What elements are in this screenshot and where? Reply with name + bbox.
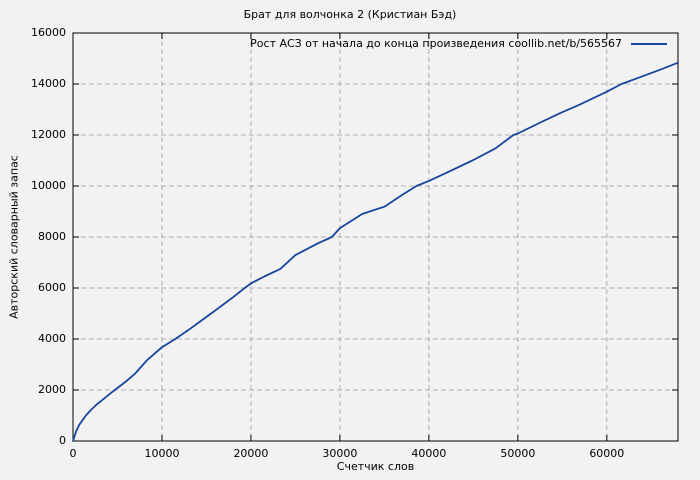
x-tick-label: 50000 xyxy=(500,447,536,460)
plot-border xyxy=(72,32,679,442)
y-tick-label: 10000 xyxy=(31,179,66,192)
y-tick-label: 0 xyxy=(59,434,66,447)
chart-title: Брат для волчонка 2 (Кристиан Бэд) xyxy=(243,8,457,21)
y-tick-label: 6000 xyxy=(38,281,66,294)
legend-line-sample-icon xyxy=(631,42,667,45)
data-series-line xyxy=(72,61,679,442)
x-tick-label: 20000 xyxy=(233,447,269,460)
y-tick-label: 4000 xyxy=(38,332,66,345)
x-tick-label: 40000 xyxy=(411,447,447,460)
legend-series-label: Рост АСЗ от начала до конца произведения… xyxy=(250,37,622,50)
y-tick-label: 16000 xyxy=(31,26,66,39)
y-tick-label: 14000 xyxy=(31,77,66,90)
x-axis-title: Счетчик слов xyxy=(336,460,415,473)
y-tick-label: 2000 xyxy=(38,383,66,396)
x-tick-label: 60000 xyxy=(589,447,625,460)
y-tick-label: 8000 xyxy=(38,230,66,243)
x-tick-label: 30000 xyxy=(322,447,358,460)
x-tick-label: 10000 xyxy=(144,447,180,460)
x-tick-label: 0 xyxy=(69,447,77,460)
legend: Рост АСЗ от начала до конца произведения… xyxy=(250,37,667,50)
y-tick-label: 12000 xyxy=(31,128,66,141)
